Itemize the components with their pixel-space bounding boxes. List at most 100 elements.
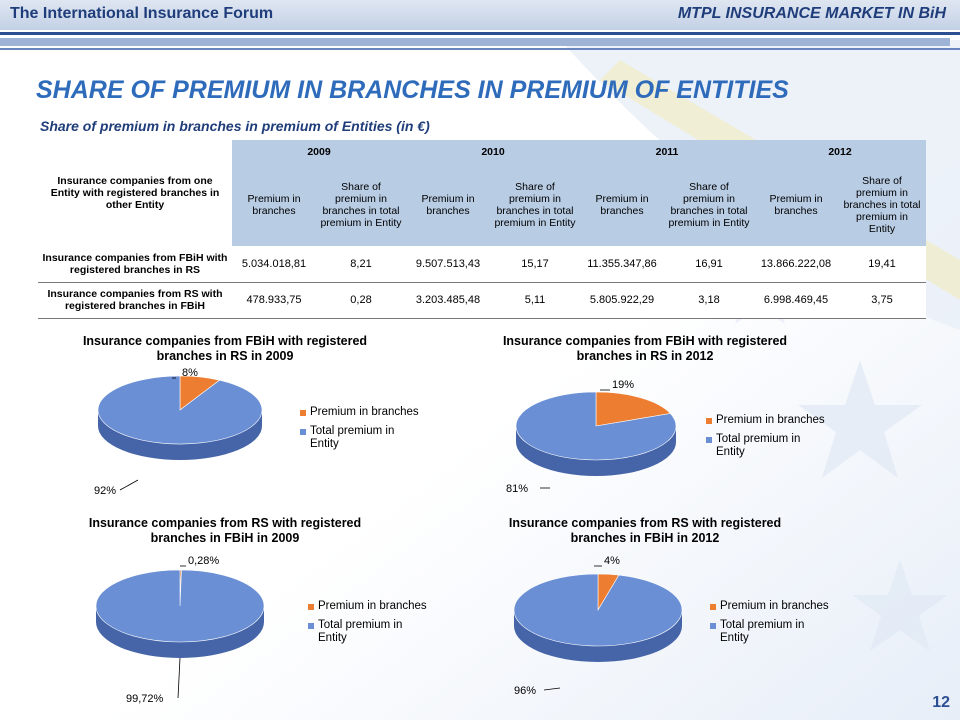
chart-title: Insurance companies from FBiH with regis… (502, 334, 788, 363)
pie-slice-total (95, 569, 265, 643)
legend-item-total: Total premium in Entity (706, 433, 826, 459)
sub-header-premium: Premium in branches (754, 164, 838, 246)
pie-graphic: 0,28% 99,72% (95, 555, 265, 705)
table-cell: 0,28 (316, 282, 406, 319)
legend-label: Premium in branches (318, 600, 427, 612)
legend-item-premium: Premium in branches (706, 414, 826, 427)
leader-line (119, 479, 139, 491)
table-cell: 9.507.513,43 (406, 246, 490, 283)
legend-item-premium: Premium in branches (710, 600, 830, 613)
pie-graphic: 19% 81% (506, 379, 677, 495)
chart-legend: Premium in branches Total premium in Ent… (706, 414, 826, 465)
table-cell: 3,18 (664, 282, 754, 319)
table-cell: 3,75 (838, 282, 926, 319)
sub-header-premium: Premium in branches (232, 164, 316, 246)
legend-item-total: Total premium in Entity (308, 619, 428, 645)
header-bar: The International Insurance Forum MTPL I… (0, 0, 960, 30)
premium-share-table: Insurance companies from one Entity with… (38, 140, 926, 319)
legend-swatch-blue (710, 623, 716, 629)
data-label: 19% (612, 379, 634, 391)
header-divider (0, 32, 960, 35)
year-header: 2009 (232, 140, 406, 164)
legend-swatch-blue (308, 623, 314, 629)
legend-label: Total premium in Entity (716, 433, 801, 458)
data-label: 4% (604, 555, 620, 567)
legend-item-total: Total premium in Entity (710, 619, 830, 645)
table-corner-header: Insurance companies from one Entity with… (38, 140, 232, 246)
chart-title: Insurance companies from RS with registe… (508, 516, 782, 545)
year-header: 2010 (406, 140, 580, 164)
row-label: Insurance companies from RS with registe… (38, 282, 232, 319)
header-topic: MTPL INSURANCE MARKET IN BiH (677, 5, 946, 22)
legend-label: Total premium in Entity (720, 619, 805, 644)
chart-title: Insurance companies from FBiH with regis… (82, 334, 368, 363)
legend-swatch-orange (300, 410, 306, 416)
header-forum-name: The International Insurance Forum (10, 5, 274, 22)
legend-label: Total premium in Entity (310, 425, 395, 450)
sub-header-share: Share of premium in branches in total pr… (838, 164, 926, 246)
sub-header-premium: Premium in branches (580, 164, 664, 246)
year-header: 2011 (580, 140, 754, 164)
legend-swatch-blue (300, 429, 306, 435)
sub-header-share: Share of premium in branches in total pr… (490, 164, 580, 246)
data-label: 92% (94, 485, 116, 497)
table-cell: 3.203.485,48 (406, 282, 490, 319)
chart-title: Insurance companies from RS with registe… (88, 516, 362, 545)
legend-item-premium: Premium in branches (300, 406, 420, 419)
pie-slice-premium (595, 391, 671, 427)
pie-slice-total (515, 391, 677, 461)
data-label: 99,72% (126, 693, 164, 705)
leader-line (177, 657, 181, 699)
legend-label: Premium in branches (310, 406, 419, 418)
legend-label: Premium in branches (720, 600, 829, 612)
leader-line (543, 687, 561, 691)
pie-slice-total (97, 375, 263, 445)
slide-title: SHARE OF PREMIUM IN BRANCHES IN PREMIUM … (36, 76, 789, 104)
sub-header-share: Share of premium in branches in total pr… (664, 164, 754, 246)
legend-swatch-orange (308, 604, 314, 610)
pie-chart-rs-2012: Insurance companies from RS with registe… (500, 512, 870, 708)
page-number: 12 (932, 694, 950, 711)
sub-header-share: Share of premium in branches in total pr… (316, 164, 406, 246)
pie-slice-total (513, 573, 683, 647)
table-cell: 478.933,75 (232, 282, 316, 319)
data-label: 96% (514, 685, 536, 697)
row-label: Insurance companies from FBiH with regis… (38, 246, 232, 283)
pie-side (514, 610, 682, 662)
pie-side (96, 606, 264, 658)
pie-graphic: 4% 96% (513, 555, 683, 697)
sub-header-premium: Premium in branches (406, 164, 490, 246)
table-cell: 5,11 (490, 282, 580, 319)
table-row: Insurance companies from RS with registe… (38, 282, 926, 319)
legend-item-premium: Premium in branches (308, 600, 428, 613)
table-cell: 19,41 (838, 246, 926, 283)
table-cell: 6.998.469,45 (754, 282, 838, 319)
legend-item-total: Total premium in Entity (300, 425, 420, 451)
data-label: 0,28% (188, 555, 219, 567)
legend-swatch-orange (710, 604, 716, 610)
table-cell: 5.805.922,29 (580, 282, 664, 319)
pie-graphic: 8% 92% (94, 367, 263, 497)
pie-chart-rs-2009: Insurance companies from RS with registe… (80, 512, 450, 708)
table-subtitle: Share of premium in branches in premium … (40, 118, 430, 134)
legend-swatch-orange (706, 418, 712, 424)
header-stripe (0, 38, 950, 46)
table-cell: 8,21 (316, 246, 406, 283)
pie-chart-fbih-2012: Insurance companies from FBiH with regis… (500, 330, 870, 510)
legend-swatch-blue (706, 437, 712, 443)
chart-legend: Premium in branches Total premium in Ent… (710, 600, 830, 651)
legend-label: Total premium in Entity (318, 619, 403, 644)
legend-label: Premium in branches (716, 414, 825, 426)
table-cell: 13.866.222,08 (754, 246, 838, 283)
pie-side (516, 426, 676, 476)
table-row: Insurance companies from FBiH with regis… (38, 246, 926, 283)
table-cell: 15,17 (490, 246, 580, 283)
data-label: 81% (506, 483, 528, 495)
pie-chart-fbih-2009: Insurance companies from FBiH with regis… (80, 330, 450, 510)
pie-side (98, 410, 262, 460)
table-cell: 11.355.347,86 (580, 246, 664, 283)
header-divider-thin (0, 48, 960, 50)
chart-legend: Premium in branches Total premium in Ent… (300, 406, 420, 457)
table-cell: 16,91 (664, 246, 754, 283)
chart-legend: Premium in branches Total premium in Ent… (308, 600, 428, 651)
